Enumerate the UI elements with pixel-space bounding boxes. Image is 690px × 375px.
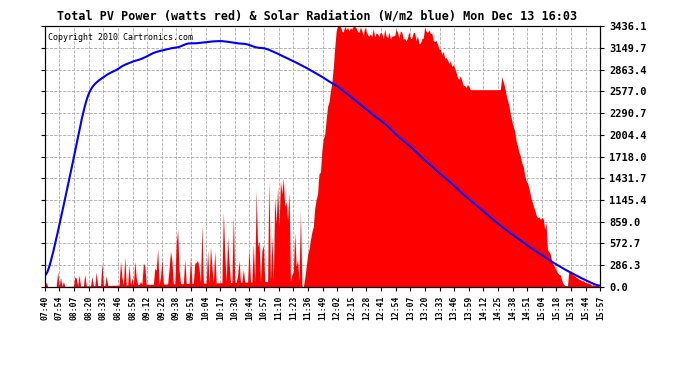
Text: Copyright 2010 Cartronics.com: Copyright 2010 Cartronics.com: [48, 33, 193, 42]
Text: Total PV Power (watts red) & Solar Radiation (W/m2 blue) Mon Dec 13 16:03: Total PV Power (watts red) & Solar Radia…: [57, 9, 578, 22]
